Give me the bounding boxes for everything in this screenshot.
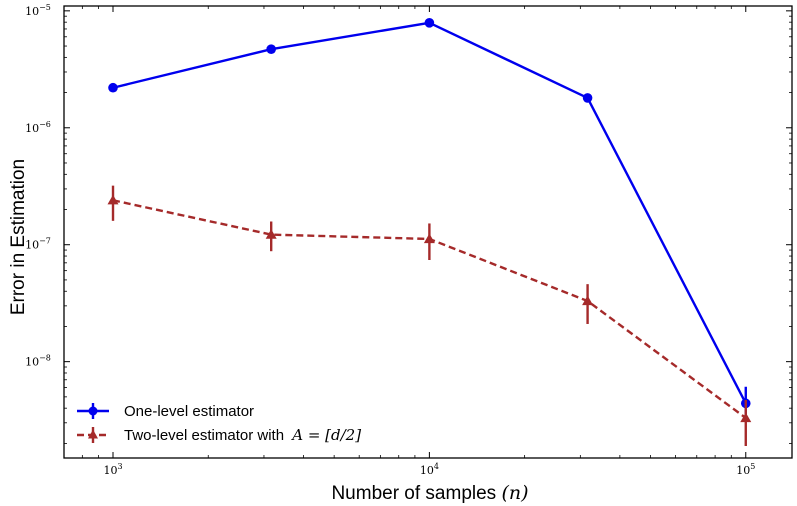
legend-item-one-level: One-level estimator [77,403,254,420]
data-point [582,93,593,103]
data-point [107,194,119,205]
x-axis-label: Number of samples (n) [331,482,528,504]
legend-label-two-level-text: Two-level estimator with [124,427,284,444]
x-tick-label-exponent: 5 [750,462,755,471]
y-tick-label: 10−6 [25,120,51,135]
series-one-level [108,18,751,420]
x-tick-label: 103 [103,462,122,477]
y-tick-label-exponent: −6 [39,120,51,129]
legend-label-two-level-math: A = [d/2] [290,426,361,444]
x-tick-label-base: 10 [736,464,750,477]
plot-frame [63,5,793,459]
data-point [424,18,435,28]
legend-label-two-level: Two-level estimator with A = [d/2] [124,426,361,444]
y-tick-label-base: 10 [25,5,39,18]
legend-label-one-level: One-level estimator [124,403,254,420]
series-two-level [107,185,752,446]
x-axis-label-math: (n) [501,482,528,504]
data-point [108,82,118,93]
x-axis-label-text: Number of samples [331,483,496,504]
series-line [112,21,747,404]
x-tick-label: 105 [736,462,755,477]
data-point [740,412,752,423]
y-tick-label-exponent: −7 [39,237,51,246]
legend-marker-one-level [88,406,98,416]
legend-item-two-level: Two-level estimator with A = [d/2] [77,426,361,444]
y-tick-label-exponent: −5 [39,3,51,12]
data-point [266,44,276,54]
y-tick-label: 10−7 [25,237,51,252]
y-tick-label-base: 10 [25,239,39,252]
y-axis-label-text: Error in Estimation [8,159,29,315]
data-point [582,295,594,306]
x-tick-label-base: 10 [103,464,117,477]
data-point [423,233,435,244]
legend: One-level estimator Two-level estimator … [77,403,361,444]
y-tick-label-base: 10 [25,122,39,135]
x-tick-label: 104 [420,462,439,477]
y-tick-label-exponent: −8 [39,354,51,363]
x-tick-label-base: 10 [420,464,434,477]
legend-marker-two-level [88,429,98,439]
y-tick-label: 10−5 [25,3,51,18]
y-tick-label: 10−8 [25,354,51,369]
y-tick-label-base: 10 [25,356,39,369]
x-tick-label-exponent: 3 [117,462,122,471]
data-point [265,229,277,239]
y-axis-label: Error in Estimation [8,159,29,315]
x-tick-label-exponent: 4 [434,462,439,471]
